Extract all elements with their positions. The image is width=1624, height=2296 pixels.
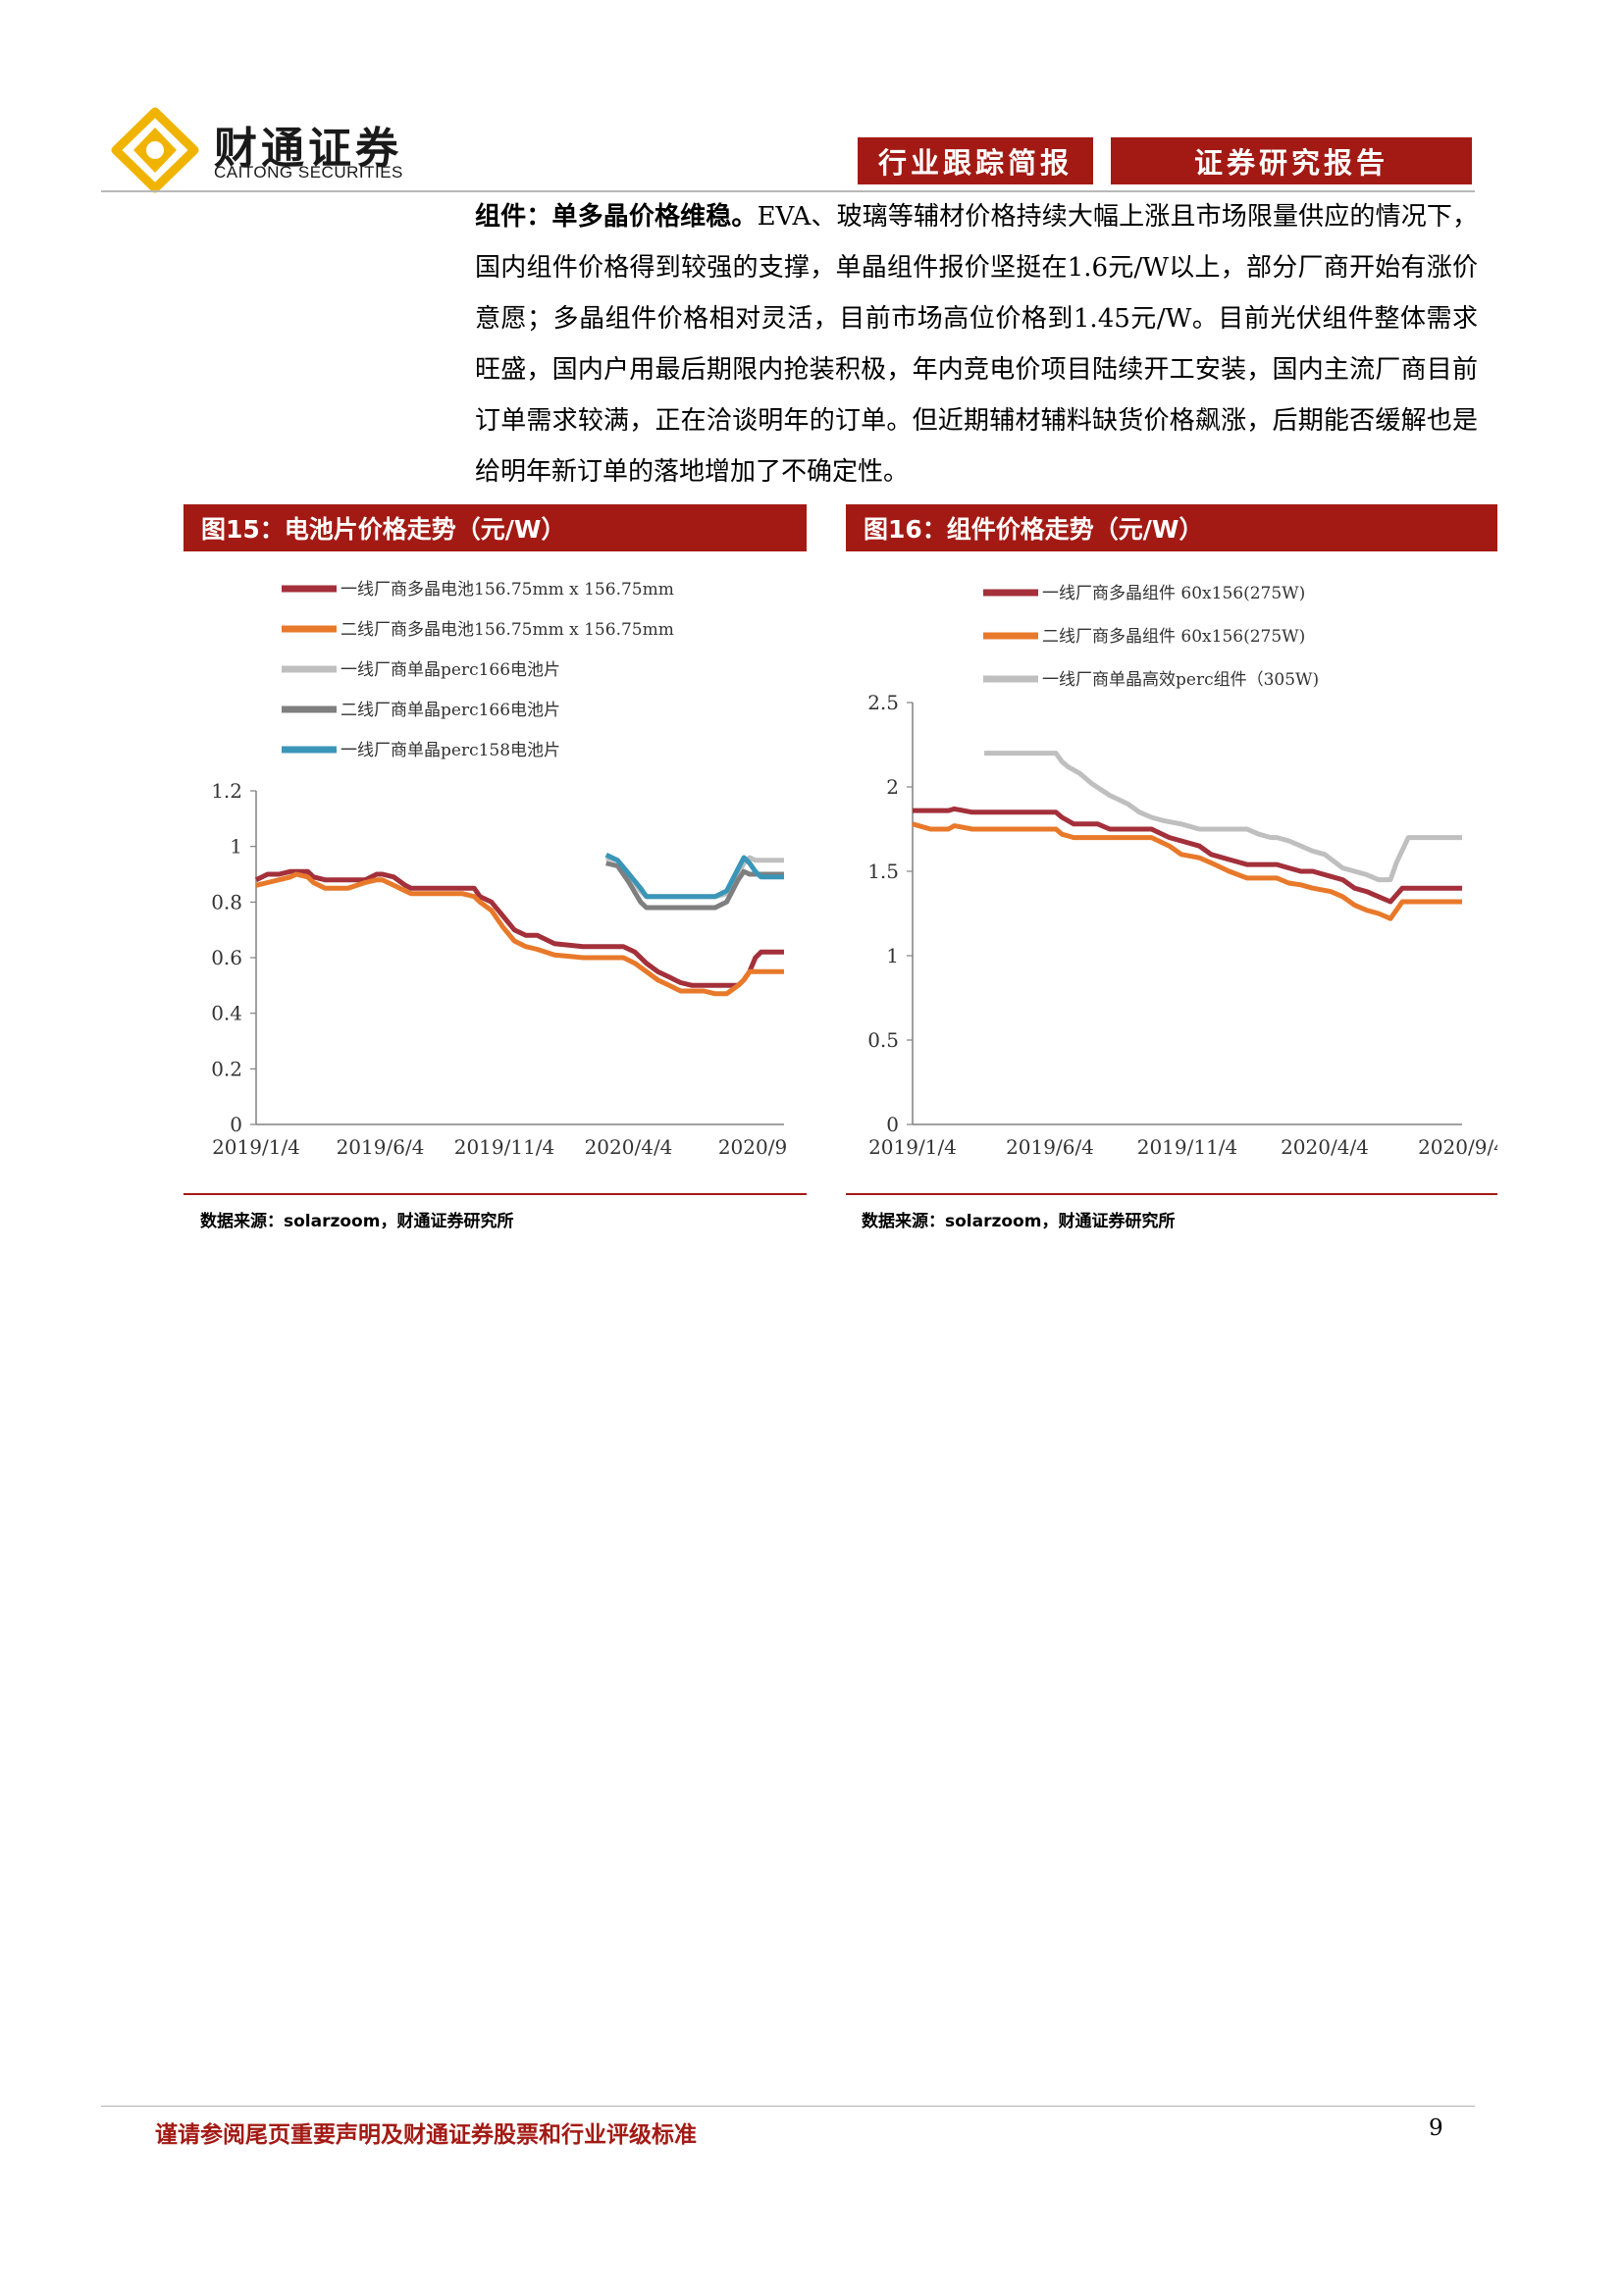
caitong-logo	[111, 107, 199, 193]
series-line-5	[604, 852, 784, 900]
footer-divider	[101, 2106, 1475, 2107]
x-tick-label: 2020/9	[718, 1135, 787, 1159]
report-type-tag: 证券研究报告	[1111, 137, 1472, 184]
legend-label: 二线厂商多晶电池156.75mm x 156.75mm	[341, 620, 674, 640]
y-tick-label: 1.2	[211, 779, 242, 803]
y-tick-label: 0.6	[211, 946, 242, 969]
page-number: 9	[1429, 2115, 1443, 2141]
legend-label: 一线厂商单晶perc158电池片	[341, 741, 560, 760]
legend-label: 二线厂商单晶perc166电池片	[341, 701, 560, 720]
legend-label: 一线厂商多晶组件 60x156(275W)	[1042, 584, 1305, 603]
figure-16-divider	[846, 1193, 1497, 1195]
y-tick-label: 0.4	[211, 1002, 242, 1025]
x-tick-label: 2019/11/4	[1137, 1135, 1238, 1159]
x-tick-label: 2020/4/4	[585, 1135, 673, 1159]
y-tick-label: 0.5	[867, 1028, 899, 1052]
y-tick-label: 1	[886, 944, 899, 967]
figure-16-title: 图16：组件价格走势（元/W）	[846, 504, 1497, 551]
x-tick-label: 2019/1/4	[212, 1135, 300, 1159]
x-tick-label: 2019/1/4	[868, 1135, 957, 1159]
cell-price-chart: 0 0.2 0.4 0.6 0.8 1 1.2 2019/1/4 2019/6/4 2019/11…	[211, 580, 787, 1159]
legend-label: 一线厂商单晶高效perc组件（305W)	[1042, 670, 1319, 690]
series-line-2	[912, 821, 1462, 921]
paragraph-lead: 组件：单多晶价格维稳。	[475, 202, 758, 232]
y-tick-label: 1	[230, 835, 242, 859]
x-tick-label: 2020/9/4	[1418, 1135, 1497, 1159]
series-line-3	[984, 751, 1462, 883]
legend-label: 一线厂商多晶电池156.75mm x 156.75mm	[341, 580, 674, 600]
figure-16-source: 数据来源：solarzoom，财通证券研究所	[862, 1212, 1176, 1231]
footer-disclaimer: 谨请参阅尾页重要声明及财通证券股票和行业评级标准	[155, 2122, 697, 2148]
y-tick-label: 1.5	[867, 860, 899, 883]
y-tick-label: 0	[230, 1113, 242, 1136]
y-tick-label: 0.8	[211, 890, 242, 913]
x-tick-label: 2019/11/4	[454, 1135, 555, 1159]
series-line-1	[913, 806, 1462, 905]
figure-15-divider	[183, 1193, 807, 1195]
y-tick-label: 0	[886, 1113, 899, 1136]
y-tick-label: 2.5	[867, 691, 899, 714]
header-divider	[101, 190, 1475, 192]
figure-15-title: 图15：电池片价格走势（元/W）	[183, 504, 807, 551]
series-line-1	[254, 868, 784, 988]
y-tick-label: 0.2	[211, 1057, 242, 1080]
brand-name-en: CAITONG SECURITIES	[214, 163, 403, 182]
brand-name-cn: 财通证券	[214, 124, 402, 174]
series-line-4	[605, 861, 784, 911]
x-tick-label: 2019/6/4	[1006, 1135, 1094, 1159]
legend-label: 一线厂商单晶perc166电池片	[341, 660, 560, 680]
x-tick-label: 2019/6/4	[337, 1135, 425, 1159]
figure-15-source: 数据来源：solarzoom，财通证券研究所	[200, 1212, 514, 1231]
paragraph-text: EVA、玻璃等辅材价格持续大幅上涨且市场限量供应的情况下，国内组件价格得到较强的…	[475, 202, 1478, 487]
legend-label: 二线厂商多晶组件 60x156(275W)	[1042, 627, 1305, 647]
report-category-tag: 行业跟踪简报	[858, 137, 1093, 184]
y-tick-label: 2	[886, 775, 899, 799]
body-paragraph: 组件：单多晶价格维稳。EVA、玻璃等辅材价格持续大幅上涨且市场限量供应的情况下，…	[475, 191, 1478, 497]
x-tick-label: 2020/4/4	[1281, 1135, 1369, 1159]
series-line-2	[255, 871, 784, 997]
module-price-chart: 0 0.5 1 1.5 2 2.5 2019/1/4 2019/6/4 2019/11/4 202…	[867, 584, 1497, 1159]
